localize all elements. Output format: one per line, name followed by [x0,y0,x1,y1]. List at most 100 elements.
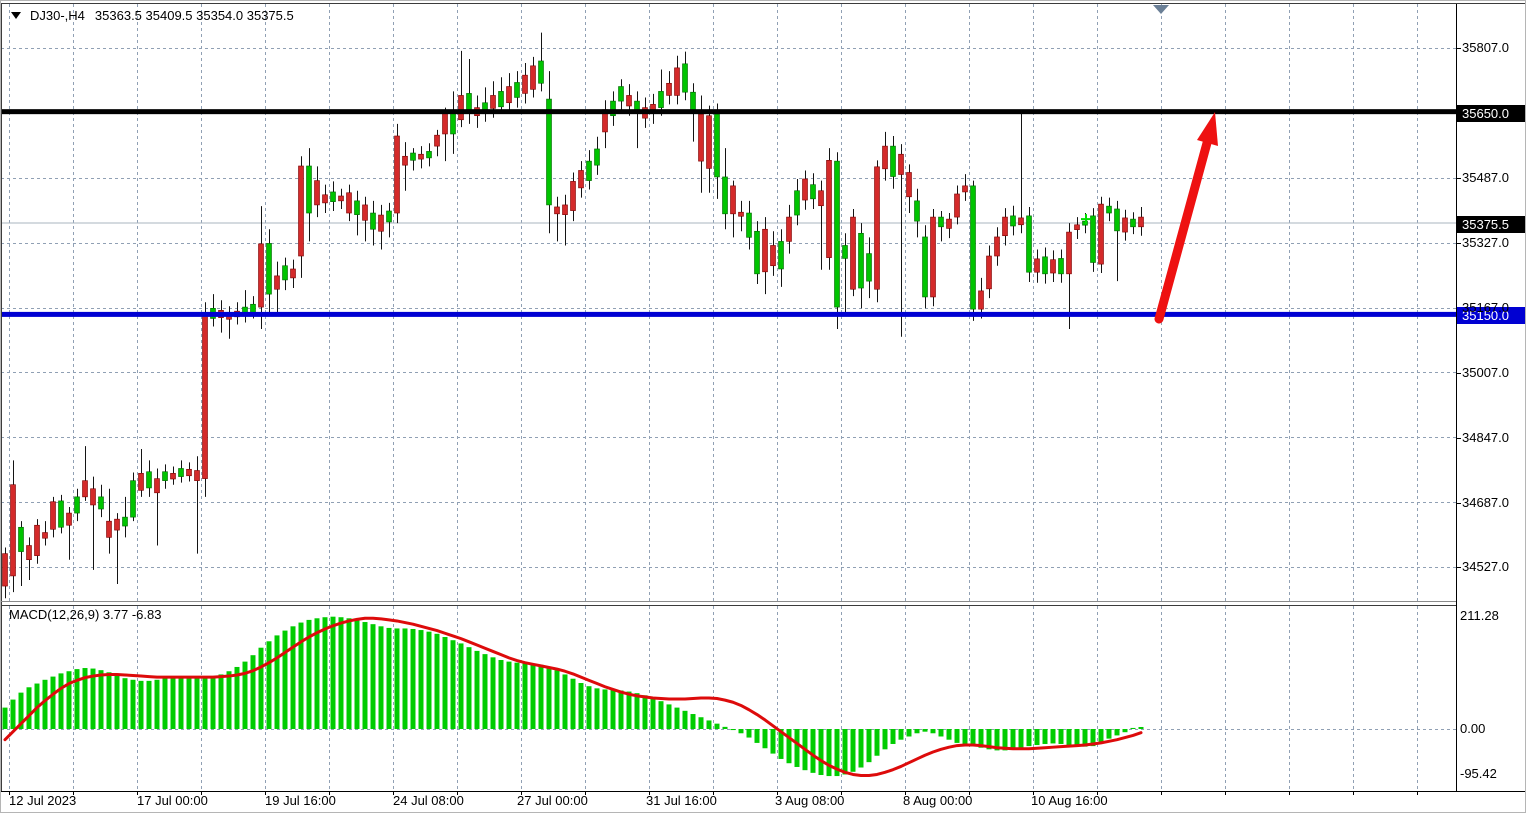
macd-histogram-bar [194,677,200,729]
macd-histogram-bar [426,631,432,729]
candle [738,200,744,232]
candle [930,208,936,307]
candle [610,91,616,126]
macd-histogram-bar [930,729,936,734]
level-line [1,311,1456,317]
macd-histogram-bar [522,663,528,729]
macd-histogram-bar [538,664,544,729]
candle [450,91,456,154]
macd-histogram-bar [954,729,960,743]
macd-histogram-bar [490,657,496,729]
macd-histogram-bar [1066,729,1072,746]
macd-histogram-bar [306,619,312,729]
chart-shift-marker-icon[interactable] [1153,5,1169,14]
candle [1058,249,1064,283]
macd-histogram-bar [98,670,104,729]
candle [954,185,960,225]
support-price-badge: 35150.0 [1457,307,1525,324]
macd-histogram-bar [338,617,344,729]
gridlines [1,4,1456,790]
macd-histogram-bar [1010,729,1016,750]
candle [794,178,800,226]
macd-histogram-bar [986,729,992,750]
candle [970,180,976,321]
macd-histogram-bar [514,662,520,729]
macd-histogram-bar [554,670,560,729]
macd-histogram-bar [450,640,456,729]
macd-histogram-bar [1138,726,1144,729]
candle [514,71,520,108]
candle [242,290,248,323]
candle [1018,110,1024,234]
candle [1026,206,1032,282]
macd-histogram-bar [762,729,768,749]
macd-histogram-bar [634,693,640,729]
macd-histogram-bar [298,622,304,729]
macd-histogram-bar [1122,729,1128,733]
candle [634,91,640,149]
ohlc-values: 35363.5 35409.5 35354.0 35375.5 [94,8,294,23]
macd-histogram-bar [730,729,736,731]
macd-histogram-bar [946,729,952,740]
candle [506,73,512,112]
macd-histogram-bar [218,674,224,729]
macd-histogram-bar [114,675,120,729]
candle [98,484,104,518]
candle [722,148,728,230]
candle [50,496,56,538]
macd-histogram-bar [826,729,832,777]
macd-histogram-bar [1034,729,1040,746]
macd-histogram-bar [290,626,296,729]
candle [170,466,176,485]
candle [842,233,848,315]
current-price-badge: 35375.5 [1457,216,1525,233]
macd-histogram-bar [610,689,616,729]
macd-histogram-bar [578,683,584,729]
macd-histogram-bar [130,679,136,729]
macd-histogram-bar [914,729,920,734]
trend-arrow[interactable] [1154,112,1218,324]
macd-histogram-bar [770,729,776,754]
candle [530,56,536,98]
candle [666,71,672,105]
candle [898,144,904,337]
candle [426,143,432,167]
horizontal-level-lines[interactable] [1,109,1456,317]
macd-histogram-bar [202,677,208,729]
macd-histogram-bar [402,628,408,729]
macd-histogram-bar [322,617,328,729]
macd-histogram-bar [570,678,576,729]
macd-histogram-bar [898,729,904,740]
candle [618,79,624,110]
candle [810,173,816,209]
macd-histogram-bar [586,686,592,729]
candle [266,229,272,315]
macd-histogram-bar [746,729,752,738]
macd-histogram-bar [978,729,984,748]
candle [538,32,544,92]
time-axis-label: 27 Jul 00:00 [517,793,588,808]
candle [866,237,872,299]
candle [458,50,464,128]
price-axis-label: 35007.0 [1462,365,1509,380]
candle [434,129,440,157]
candle [42,521,48,546]
candle [202,302,208,497]
candle [498,77,504,114]
macd-histogram-bar [394,628,400,729]
macd-histogram-bar [170,677,176,729]
candle [362,196,368,242]
macd-histogram-bar [666,704,672,729]
candle [522,63,528,104]
candle [602,100,608,149]
candle [162,464,168,489]
macd-histogram-bar [1042,729,1048,744]
macd-histogram-bar [482,654,488,729]
macd-histogram-bar [874,729,880,756]
candle [146,460,152,497]
candle [802,170,808,210]
candle [154,468,160,546]
symbol-dropdown-icon[interactable] [11,12,21,19]
